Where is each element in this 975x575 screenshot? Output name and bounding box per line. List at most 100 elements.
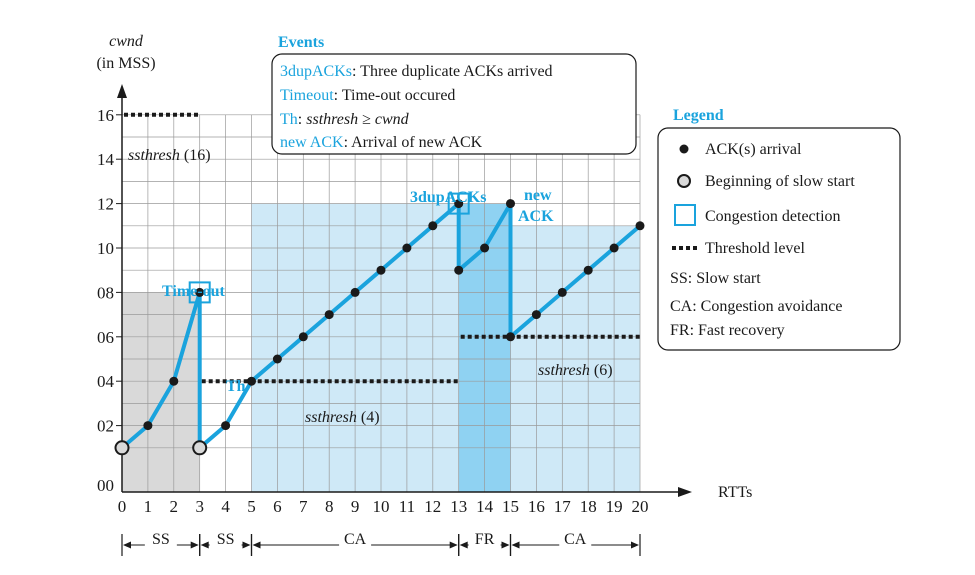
x-tick-0: 0 — [118, 497, 127, 516]
ssthresh-4-label: ssthresh (4) — [305, 409, 380, 426]
x-tick-12: 12 — [424, 497, 441, 516]
ack-point-10 — [350, 287, 360, 297]
x-tick-5: 5 — [247, 497, 256, 516]
ack-point-9 — [324, 310, 334, 320]
x-tick-20: 20 — [632, 497, 649, 516]
phase-ss-1-left-arrow-icon — [200, 541, 209, 549]
x-tick-11: 11 — [399, 497, 415, 516]
legend-item-ss: SS: Slow start — [670, 270, 761, 287]
legend-frame — [657, 127, 901, 351]
x-tick-10: 10 — [373, 497, 390, 516]
y-tick-02: 02 — [97, 417, 114, 436]
legend-item-threshold: Threshold level — [705, 240, 806, 257]
th-annotation: Th — [226, 378, 246, 395]
x-tick-18: 18 — [580, 497, 597, 516]
ack-point-18 — [506, 332, 515, 342]
phase-ca-2-label: CA — [344, 531, 367, 548]
phase-ca-2-label-bg — [339, 529, 372, 551]
ack-point-8 — [298, 332, 308, 342]
x-tick-13: 13 — [450, 497, 467, 516]
phase-ca-2-left-arrow-icon — [252, 541, 261, 549]
phase-ca-4-label: CA — [564, 531, 587, 548]
y-tick-04: 04 — [97, 372, 115, 391]
newack-annotation-line2: ACK — [518, 208, 554, 225]
ack-point-7 — [272, 354, 282, 364]
y-tick-06: 06 — [97, 328, 114, 347]
ack-point-21 — [583, 265, 593, 275]
legend-item-congestion: Congestion detection — [705, 208, 841, 225]
x-tick-4: 4 — [221, 497, 230, 516]
ack-point-11 — [376, 265, 386, 275]
phase-fr-3-label-bg — [468, 529, 501, 551]
newack-annotation-line1: new — [524, 187, 552, 204]
x-tick-14: 14 — [476, 497, 494, 516]
x-tick-7: 7 — [299, 497, 308, 516]
y-tick-08: 08 — [97, 283, 114, 302]
legend-item-fr: FR: Fast recovery — [670, 322, 785, 339]
phase-fr-3-label: FR — [475, 531, 495, 548]
y-tick-10: 10 — [97, 239, 114, 258]
timeout-annotation: Time-out — [162, 283, 225, 300]
y-tick-labels: 00 02 04 06 08 10 12 14 16 — [97, 106, 122, 495]
phase-ss-1-label-bg — [209, 529, 242, 551]
threshold-lines — [124, 112, 640, 384]
phase-ss-0-left-arrow-icon — [123, 541, 131, 549]
legend-title: Legend — [673, 107, 724, 124]
phase-ss-0-right-arrow-icon — [190, 541, 199, 549]
phase-brackets: SS SS CA FR CA — [121, 529, 641, 556]
ack-point-1 — [143, 421, 153, 431]
congestion-square-1 — [447, 192, 470, 215]
legend: Legend ACK(s) arrival Beginning of slow … — [657, 107, 901, 351]
ack-point-20 — [557, 287, 567, 297]
ack-point-14 — [454, 199, 464, 209]
x-tick-3: 3 — [195, 497, 204, 516]
y-axis-label-cwnd: cwnd — [109, 33, 144, 50]
event-new-ack: new ACK: Arrival of new ACK — [280, 134, 483, 151]
y-axis-arrow-icon — [117, 84, 127, 98]
x-tick-15: 15 — [502, 497, 519, 516]
cwnd-series — [114, 192, 645, 456]
event-th: Th: ssthresh ≥ cwnd — [280, 111, 410, 128]
cwnd-line — [120, 201, 642, 450]
slow-start-point-4 — [192, 440, 208, 456]
x-tick-2: 2 — [170, 497, 179, 516]
slow-start-point-0 — [114, 440, 130, 456]
ack-point-13 — [428, 221, 438, 231]
x-tick-1: 1 — [144, 497, 153, 516]
ack-point-22 — [609, 243, 619, 253]
congestion-square-0 — [188, 281, 211, 304]
event-3dupacks: 3dupACKs: Three duplicate ACKs arrived — [280, 63, 553, 80]
legend-item-slow-start: Beginning of slow start — [705, 173, 855, 190]
x-tick-17: 17 — [554, 497, 572, 516]
x-axis-arrow-icon — [678, 487, 692, 497]
x-axis-label: RTTs — [718, 484, 752, 501]
y-tick-16: 16 — [97, 106, 114, 125]
phase-ss-1-right-arrow-icon — [242, 541, 251, 549]
phase-fr-3-left-arrow-icon — [459, 541, 468, 549]
x-tick-8: 8 — [325, 497, 334, 516]
phase-ca-4-label-bg — [559, 529, 592, 551]
phase-ca-2-right-arrow-icon — [449, 541, 458, 549]
legend-ring-icon — [677, 174, 691, 188]
x-tick-16: 16 — [528, 497, 545, 516]
x-tick-19: 19 — [606, 497, 623, 516]
events-box: Events 3dupACKs: Three duplicate ACKs ar… — [271, 34, 637, 155]
events-frame — [271, 53, 637, 155]
ack-point-16 — [480, 243, 490, 253]
dupacks-annotation: 3dupACKs — [410, 189, 486, 206]
ack-point-2 — [169, 376, 179, 386]
y-tick-14: 14 — [97, 150, 115, 169]
ssthresh-6-label: ssthresh (6) — [538, 362, 613, 379]
ack-point-3 — [195, 287, 205, 297]
legend-item-ca: CA: Congestion avoidance — [670, 298, 842, 315]
phase-ss-0-label-bg — [144, 529, 177, 551]
legend-dot-icon — [679, 144, 689, 154]
phase-fr-3-right-arrow-icon — [501, 541, 510, 549]
ack-point-12 — [402, 243, 412, 253]
phase-ss-0-label: SS — [152, 531, 170, 548]
legend-item-ack: ACK(s) arrival — [705, 141, 802, 158]
ssthresh-16-label: ssthresh (16) — [128, 147, 211, 164]
y-axis-label-unit: (in MSS) — [96, 55, 155, 72]
